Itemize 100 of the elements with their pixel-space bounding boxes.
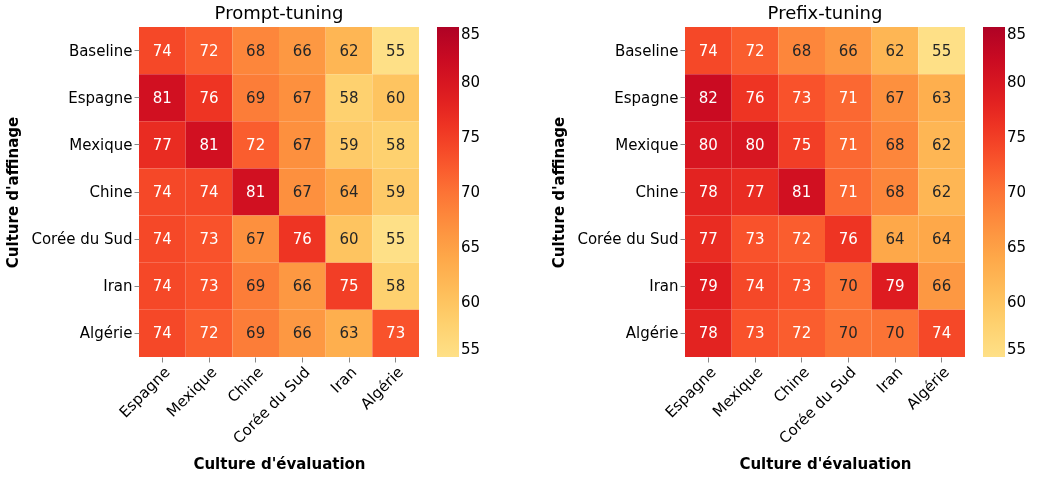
data-label: 62 <box>339 41 359 60</box>
x-axis-title: Culture d'évaluation <box>739 454 912 473</box>
color-bar-label: 80 <box>1007 73 1027 91</box>
color-bar-label: 65 <box>461 238 481 256</box>
data-label: 82 <box>698 88 718 107</box>
data-label: 59 <box>386 183 406 201</box>
y-tick-label: Corée du Sud <box>31 230 133 249</box>
data-label: 62 <box>932 135 952 154</box>
data-label: 76 <box>745 88 765 107</box>
color-bar-label: 85 <box>1007 25 1027 43</box>
data-label: 74 <box>152 41 172 60</box>
data-label: 80 <box>745 135 765 154</box>
data-label: 67 <box>292 183 312 201</box>
data-label: 80 <box>698 135 718 154</box>
data-label: 60 <box>386 88 406 107</box>
data-label: 77 <box>745 183 765 201</box>
data-label: 71 <box>838 135 858 154</box>
color-bar-label: 55 <box>461 340 481 358</box>
color-bar-label: 65 <box>1007 238 1027 256</box>
data-label: 68 <box>792 41 812 60</box>
data-label: 81 <box>152 88 172 107</box>
color-bar-label: 55 <box>1007 340 1027 358</box>
y-tick-label: Baseline <box>68 41 133 60</box>
data-label: 75 <box>339 277 359 296</box>
data-label: 58 <box>386 277 406 296</box>
data-label: 66 <box>838 41 858 60</box>
data-label: 69 <box>246 277 266 296</box>
data-label: 74 <box>152 277 172 296</box>
data-label: 73 <box>386 324 406 343</box>
data-label: 70 <box>838 277 858 296</box>
data-label: 78 <box>698 324 718 343</box>
y-tick-label: Algérie <box>79 324 133 343</box>
data-label: 81 <box>246 183 266 201</box>
data-label: 66 <box>292 41 312 60</box>
data-label: 77 <box>152 135 172 154</box>
chart-title: Prefix-tuning <box>767 2 883 23</box>
color-bar-label: 60 <box>461 293 481 311</box>
y-tick-label: Chine <box>89 183 133 201</box>
data-label: 79 <box>698 277 718 296</box>
data-label: 74 <box>698 41 718 60</box>
data-label: 66 <box>292 277 312 296</box>
data-label: 69 <box>246 324 266 343</box>
data-label: 81 <box>199 135 219 154</box>
data-label: 68 <box>885 183 905 201</box>
data-label: 76 <box>838 230 858 249</box>
data-label: 76 <box>199 88 219 107</box>
color-bar-label: 60 <box>1007 293 1027 311</box>
data-label: 72 <box>792 230 812 249</box>
color-bar-label: 70 <box>1007 183 1027 201</box>
data-label: 55 <box>386 230 406 249</box>
data-label: 74 <box>745 277 765 296</box>
y-tick-label: Baseline <box>614 41 679 60</box>
y-tick-label: Espagne <box>614 88 679 107</box>
data-label: 68 <box>246 41 266 60</box>
data-label: 67 <box>885 88 905 107</box>
data-label: 72 <box>745 41 765 60</box>
data-label: 72 <box>199 324 219 343</box>
y-tick-label: Iran <box>649 277 679 296</box>
data-label: 67 <box>292 88 312 107</box>
data-label: 68 <box>885 135 905 154</box>
data-label: 74 <box>152 183 172 201</box>
data-label: 79 <box>885 277 905 296</box>
y-tick-label: Mexique <box>615 135 679 154</box>
color-bar-label: 75 <box>1007 128 1027 146</box>
data-label: 58 <box>339 88 359 107</box>
data-label: 74 <box>152 230 172 249</box>
data-label: 60 <box>339 230 359 249</box>
data-label: 69 <box>246 88 266 107</box>
data-label: 74 <box>932 324 952 343</box>
data-label: 71 <box>838 183 858 201</box>
y-tick-label: Espagne <box>68 88 133 107</box>
data-label: 73 <box>199 230 219 249</box>
data-label: 73 <box>792 277 812 296</box>
data-label: 58 <box>386 135 406 154</box>
color-bar-label: 85 <box>461 25 481 43</box>
data-label: 64 <box>932 230 952 249</box>
data-label: 63 <box>339 324 359 343</box>
data-label: 63 <box>932 88 952 107</box>
data-label: 73 <box>792 88 812 107</box>
y-axis-title: Culture d'affinage <box>550 116 569 269</box>
data-label: 66 <box>292 324 312 343</box>
color-bar-label: 80 <box>461 73 481 91</box>
y-axis-title: Culture d'affinage <box>4 116 23 269</box>
y-tick-label: Iran <box>103 277 133 296</box>
data-label: 64 <box>885 230 905 249</box>
data-label: 67 <box>246 230 266 249</box>
x-axis-title: Culture d'évaluation <box>193 454 366 473</box>
data-label: 72 <box>792 324 812 343</box>
chart-title: Prompt-tuning <box>214 2 344 23</box>
data-label: 73 <box>745 324 765 343</box>
data-label: 59 <box>339 135 359 154</box>
data-label: 62 <box>932 183 952 201</box>
color-bar-label: 75 <box>461 128 481 146</box>
color-bar-label: 70 <box>461 183 481 201</box>
data-label: 67 <box>292 135 312 154</box>
data-label: 76 <box>292 230 312 249</box>
data-label: 74 <box>199 183 219 201</box>
data-label: 73 <box>199 277 219 296</box>
data-label: 70 <box>885 324 905 343</box>
data-label: 55 <box>932 41 952 60</box>
